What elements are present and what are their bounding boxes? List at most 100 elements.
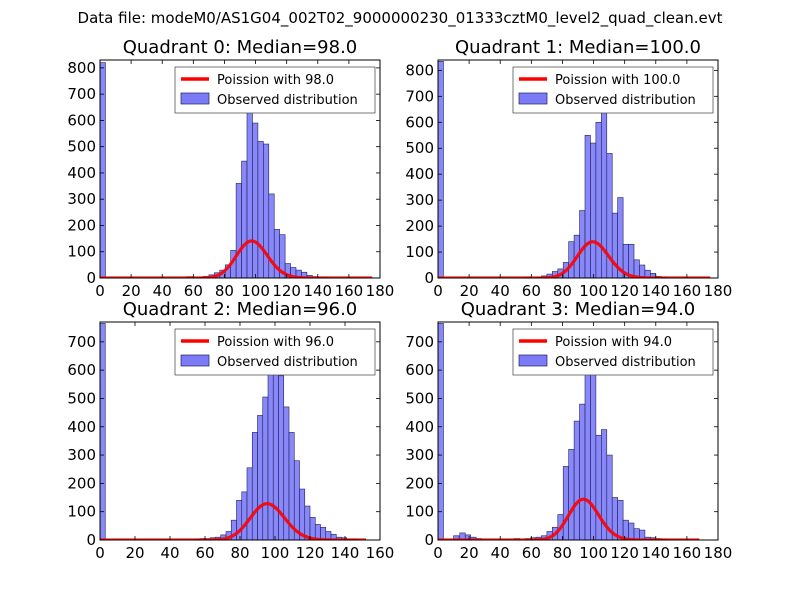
- histogram-bar: [595, 121, 602, 278]
- x-tick-label: 0: [95, 544, 105, 562]
- y-tick-label: 700: [67, 85, 96, 103]
- y-tick-label: 200: [405, 217, 434, 235]
- histogram-bar: [573, 420, 580, 540]
- legend-bar-swatch: [518, 92, 548, 105]
- legend: Poission with 94.0 Observed distribution: [512, 328, 714, 376]
- histogram-bar: [246, 467, 253, 540]
- y-tick-label: 400: [67, 418, 96, 436]
- histogram-bar: [438, 323, 444, 540]
- subplot-title: Quadrant 0: Median=98.0: [123, 37, 358, 58]
- histogram-bar: [590, 366, 597, 540]
- poisson-curve: [438, 240, 711, 278]
- histogram-bar: [562, 466, 569, 540]
- x-tick-label: 80: [230, 544, 249, 562]
- y-tick-label: 500: [405, 389, 434, 407]
- legend-bar-label: Observed distribution: [217, 93, 358, 108]
- x-tick-label: 60: [184, 282, 203, 300]
- y-tick-label: 100: [405, 243, 434, 261]
- x-tick-label: 20: [460, 544, 479, 562]
- histogram-bar: [590, 142, 597, 278]
- x-tick-label: 0: [433, 282, 443, 300]
- legend-curve-label: Poission with 96.0: [217, 335, 334, 350]
- axes-frame: [437, 59, 719, 279]
- y-tick-label: 200: [67, 474, 96, 492]
- y-tick-label: 600: [67, 361, 96, 379]
- legend-curve-label: Poission with 98.0: [217, 73, 334, 88]
- x-tick-label: 160: [673, 282, 702, 300]
- legend-box: [174, 66, 376, 114]
- y-tick-label: 0: [86, 531, 96, 549]
- histogram-bar: [235, 183, 242, 278]
- histogram-bar: [617, 500, 624, 540]
- poisson-curve: [438, 497, 700, 540]
- figure-title: Data file: modeM0/AS1G04_002T02_90000002…: [77, 9, 723, 27]
- quadrant-3-panel: 0 20 40 60 80 100 120 140 160 1800100200300400500…: [405, 299, 732, 562]
- x-tick-label: 80: [553, 544, 572, 562]
- quadrant-0-panel: 0 20 40 60 80 100 120 140 160 1800100200300400500…: [67, 37, 394, 300]
- histogram-bar: [584, 358, 591, 540]
- y-tick-label: 0: [86, 269, 96, 287]
- histogram-bar: [584, 134, 591, 278]
- legend-curve-label: Poission with 94.0: [555, 335, 672, 350]
- legend-bar-swatch: [180, 92, 210, 105]
- x-tick-label: 60: [195, 544, 214, 562]
- legend-box: [512, 66, 714, 114]
- legend: Poission with 100.0 Observed distribution: [512, 66, 714, 114]
- histogram-bar: [241, 160, 248, 278]
- histogram-bar: [262, 396, 269, 540]
- legend-bar-label: Observed distribution: [555, 93, 696, 108]
- x-tick-label: 180: [366, 282, 395, 300]
- y-tick-label: 200: [405, 474, 434, 492]
- legend: Poission with 96.0 Observed distribution: [174, 328, 376, 376]
- histogram-bar: [579, 210, 586, 278]
- x-tick-label: 120: [610, 282, 639, 300]
- x-tick-label: 80: [553, 282, 572, 300]
- x-tick-label: 100: [579, 282, 608, 300]
- x-tick-label: 140: [303, 282, 332, 300]
- x-tick-label: 0: [433, 544, 443, 562]
- axes-frame: [99, 59, 381, 279]
- y-tick-label: 600: [67, 111, 96, 129]
- histogram-bars: [438, 60, 667, 278]
- y-tick-label: 0: [424, 531, 434, 549]
- legend-bar-label: Observed distribution: [555, 355, 696, 370]
- legend-bar-label: Observed distribution: [217, 355, 358, 370]
- x-tick-label: 100: [579, 544, 608, 562]
- legend-curve-label: Poission with 100.0: [555, 73, 680, 88]
- x-tick-label: 120: [272, 282, 301, 300]
- poisson-curve: [100, 239, 373, 278]
- x-tick-label: 40: [160, 544, 179, 562]
- histogram-bar: [272, 358, 279, 540]
- x-tick-label: 40: [153, 282, 172, 300]
- subplot-title: Quadrant 1: Median=100.0: [455, 37, 701, 58]
- legend-bar-swatch: [180, 354, 210, 367]
- legend: Poission with 98.0 Observed distribution: [174, 66, 376, 114]
- x-tick-label: 100: [261, 544, 290, 562]
- x-tick-label: 180: [704, 544, 733, 562]
- histogram-bar: [100, 323, 106, 540]
- y-tick-label: 300: [405, 446, 434, 464]
- histogram-bar: [100, 62, 106, 278]
- x-tick-label: 160: [335, 282, 364, 300]
- y-tick-label: 200: [67, 216, 96, 234]
- x-tick-label: 20: [125, 544, 144, 562]
- y-tick-label: 400: [67, 164, 96, 182]
- y-tick-label: 600: [405, 113, 434, 131]
- y-tick-label: 800: [405, 61, 434, 79]
- histogram-bar: [579, 403, 586, 540]
- y-tick-label: 800: [67, 59, 96, 77]
- x-tick-label: 40: [491, 544, 510, 562]
- quadrant-1-panel: 0 20 40 60 80 100 120 140 160 1800100200300400500…: [405, 37, 732, 300]
- y-tick-label: 400: [405, 418, 434, 436]
- legend-box: [512, 328, 714, 376]
- y-tick-label: 300: [67, 190, 96, 208]
- x-tick-label: 0: [95, 282, 105, 300]
- x-tick-label: 40: [491, 282, 510, 300]
- y-tick-label: 500: [405, 139, 434, 157]
- x-tick-label: 120: [296, 544, 325, 562]
- legend-box: [174, 328, 376, 376]
- x-tick-label: 100: [241, 282, 270, 300]
- y-tick-label: 100: [405, 503, 434, 521]
- y-tick-label: 300: [67, 446, 96, 464]
